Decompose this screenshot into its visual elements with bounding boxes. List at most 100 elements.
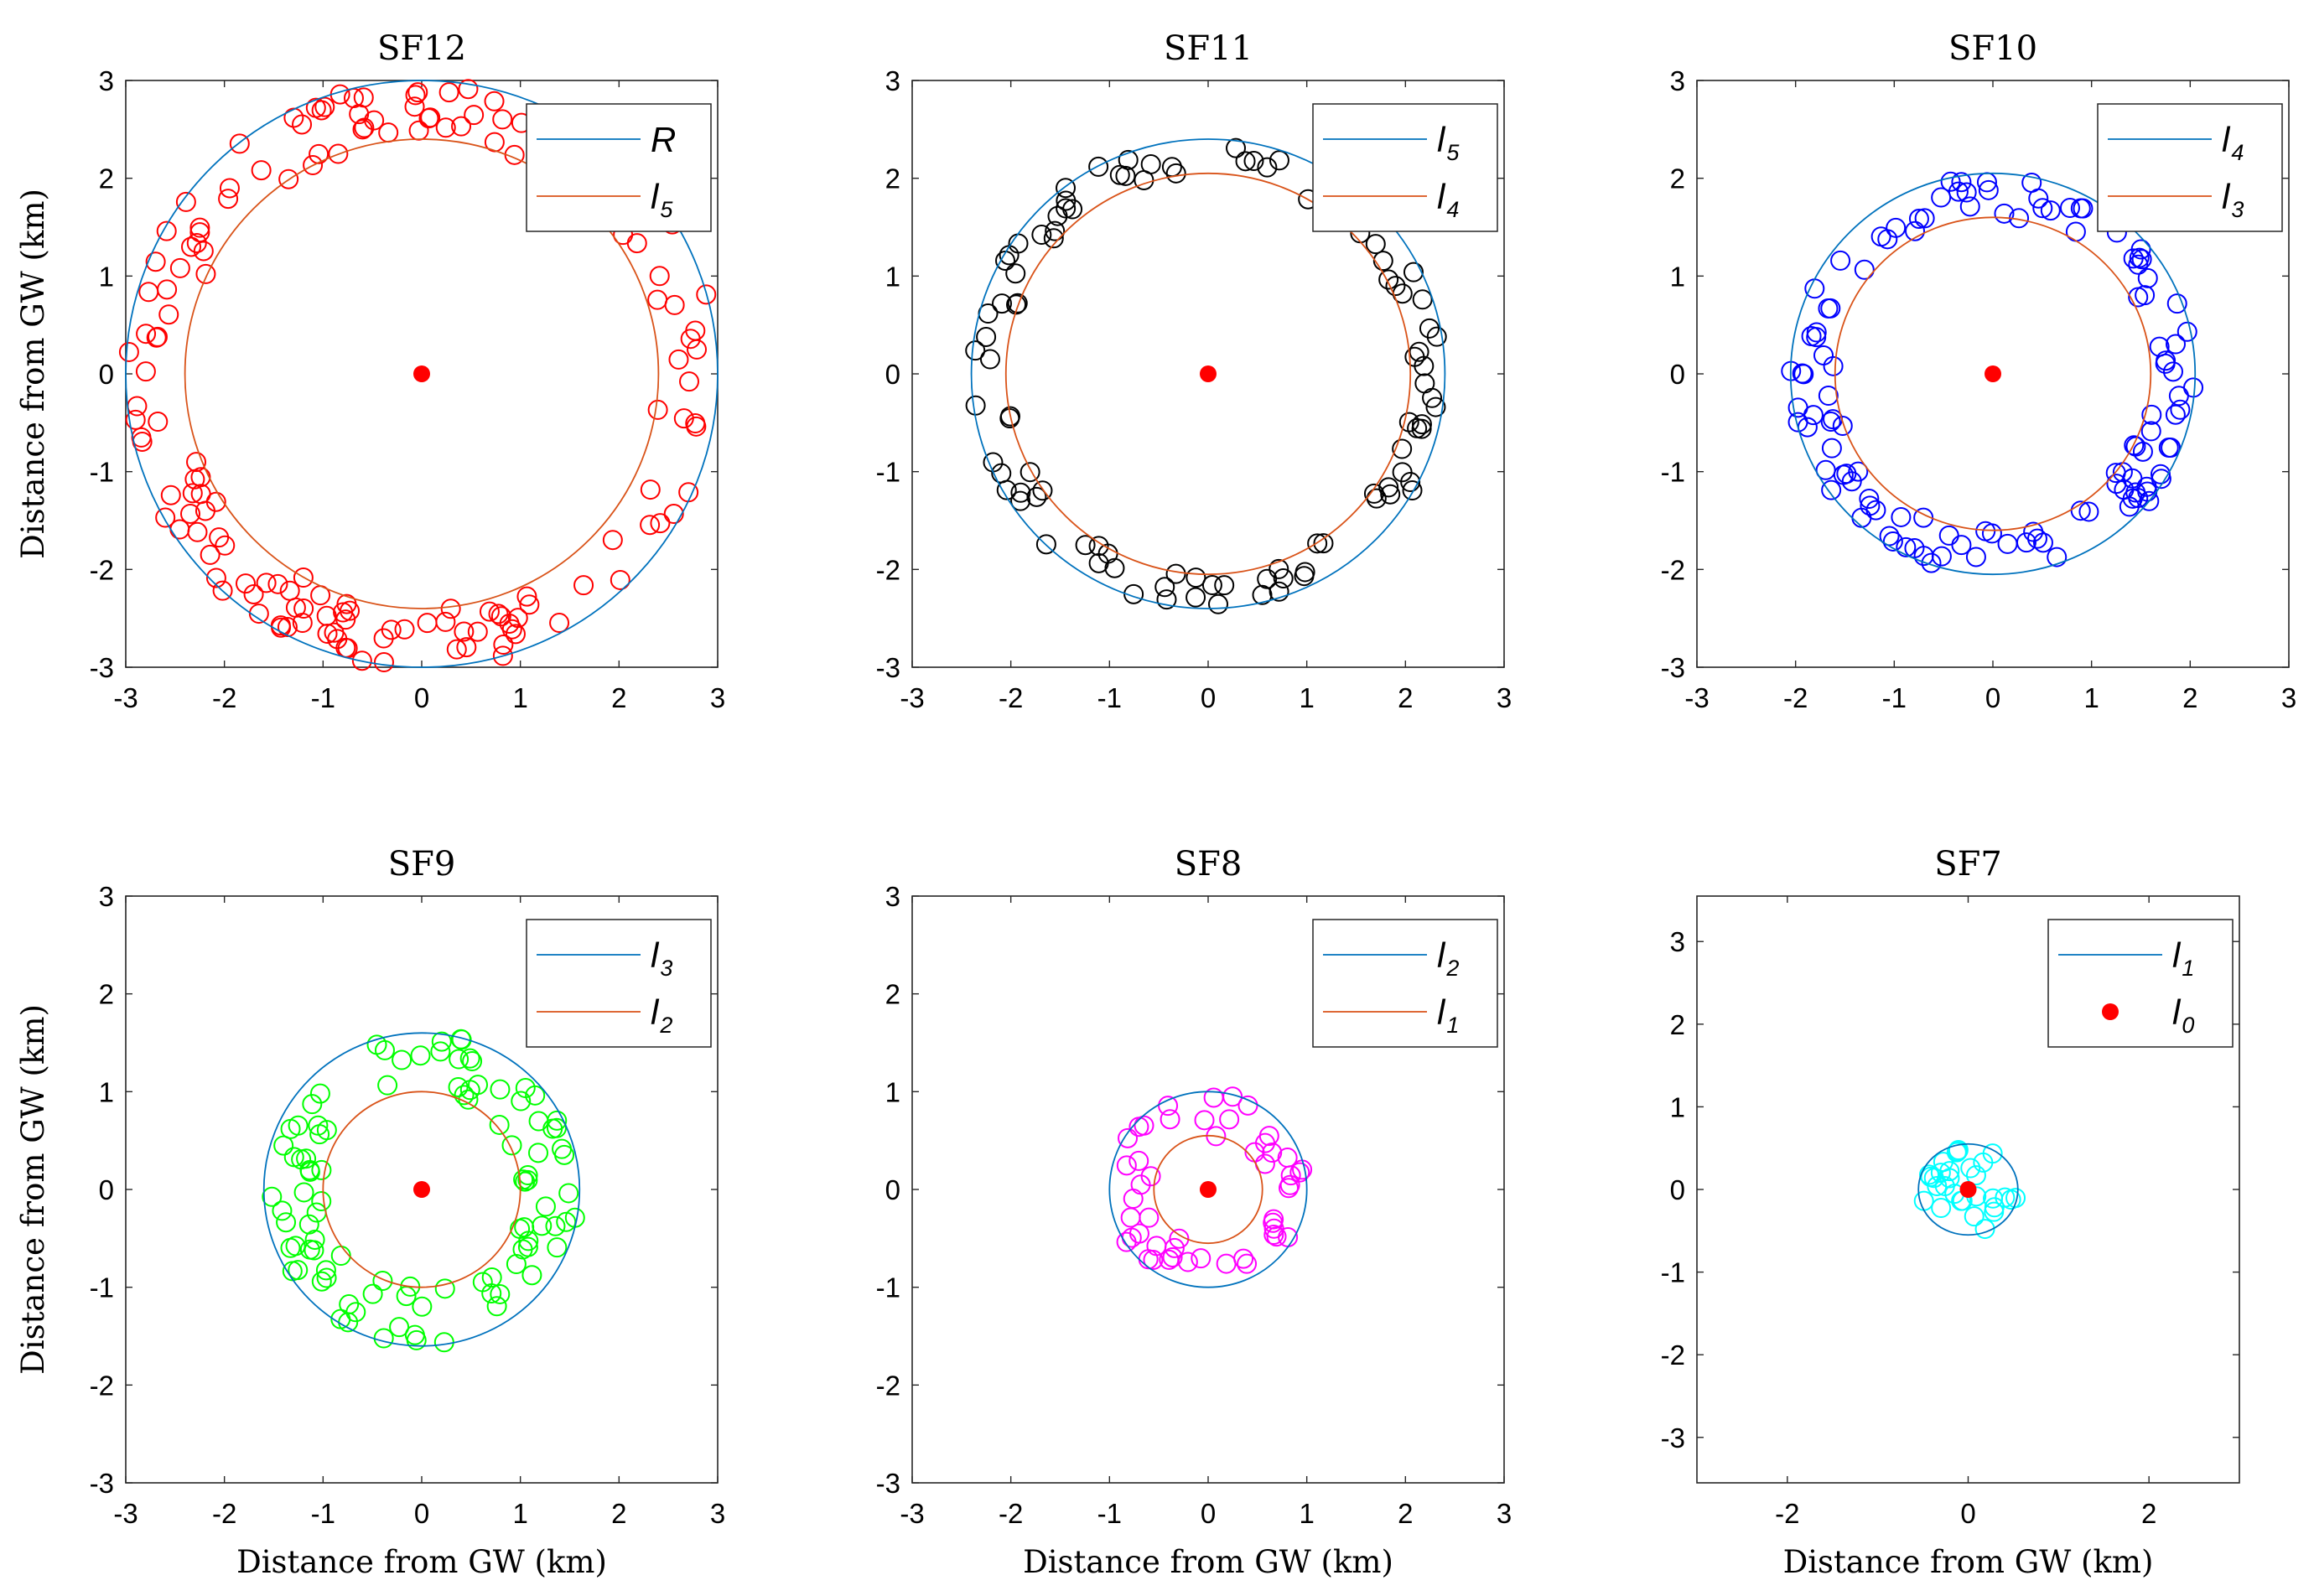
x-tick-label: -1 [311, 682, 335, 713]
outer-boundary-circle [1108, 1091, 1308, 1288]
y-tick-label: -2 [1661, 554, 1685, 585]
legend-subscript: 3 [660, 956, 672, 981]
y-tick-label: -2 [90, 554, 114, 585]
device-marker [1006, 294, 1027, 315]
device-marker [1214, 575, 1235, 596]
device-marker [1820, 412, 1841, 433]
device-marker [1062, 199, 1083, 220]
device-marker [1123, 1189, 1144, 1210]
device-marker [1931, 1198, 1952, 1219]
device-marker [2047, 547, 2068, 567]
device-marker [1804, 278, 1825, 299]
device-marker [180, 503, 201, 524]
device-marker [1859, 489, 1880, 510]
device-marker [1160, 1109, 1180, 1130]
device-marker [549, 613, 570, 634]
device-marker [160, 484, 181, 505]
y-tick-label: -1 [876, 1272, 900, 1303]
inner-boundary-circle [1153, 1134, 1263, 1245]
device-marker [1140, 1166, 1161, 1187]
x-tick-label: -2 [999, 682, 1023, 713]
legend-box [526, 919, 712, 1048]
legend-name: l [1437, 992, 1446, 1032]
device-marker [685, 413, 706, 434]
device-marker [229, 133, 250, 154]
device-marker [187, 521, 208, 542]
device-marker [1056, 198, 1077, 219]
device-marker [1830, 250, 1851, 271]
device-marker [169, 257, 190, 278]
device-marker [1203, 1087, 1224, 1108]
device-marker [1307, 533, 1328, 554]
device-marker [1010, 490, 1031, 511]
y-tick-label: -1 [90, 1272, 114, 1303]
device-marker [535, 1196, 556, 1217]
device-marker [1043, 228, 1064, 249]
device-marker [1263, 1224, 1284, 1245]
device-marker [248, 604, 269, 624]
x-tick-label: 2 [611, 1498, 626, 1529]
device-marker [1913, 1190, 1934, 1211]
device-marker [285, 1236, 306, 1257]
device-marker [668, 349, 689, 370]
legend-box [2097, 103, 2283, 232]
device-marker [316, 1267, 337, 1288]
device-marker [1951, 535, 1972, 556]
device-marker [205, 567, 226, 588]
device-marker [148, 412, 169, 433]
gateway-point [413, 365, 430, 382]
device-marker [1414, 373, 1435, 394]
device-marker [1020, 462, 1040, 483]
device-marker [679, 371, 700, 392]
panel-title: SF9 [388, 845, 456, 884]
device-marker [507, 608, 528, 629]
device-marker [2183, 377, 2204, 398]
device-marker [546, 1117, 567, 1138]
device-marker [1425, 396, 1446, 417]
x-tick-label: 2 [2182, 682, 2197, 713]
device-marker [1128, 1117, 1149, 1137]
device-marker [181, 236, 202, 257]
device-marker [1262, 1143, 1283, 1163]
device-marker [340, 600, 361, 621]
y-tick-label: 1 [1670, 1091, 1685, 1122]
device-marker [1104, 557, 1125, 578]
device-marker [362, 1283, 383, 1304]
device-marker [490, 1283, 511, 1304]
x-tick-label: -2 [999, 1498, 1023, 1529]
device-marker [328, 143, 349, 164]
gateway-point [1985, 365, 2001, 382]
device-marker [293, 567, 314, 588]
device-marker [212, 580, 233, 601]
device-marker [2166, 293, 2187, 314]
legend-name: l [1437, 177, 1446, 216]
device-marker [2128, 254, 2149, 275]
device-marker [182, 483, 203, 504]
device-marker [996, 479, 1017, 500]
device-marker [351, 650, 372, 671]
device-marker [1219, 1109, 1240, 1130]
device-marker [1273, 568, 1294, 589]
x-tick-label: -3 [900, 1498, 924, 1529]
x-tick-label: -1 [1097, 1498, 1122, 1529]
legend-label: l2 [1437, 935, 1459, 981]
device-marker [1823, 355, 1844, 376]
device-marker [454, 621, 475, 642]
device-marker [1372, 251, 1393, 272]
device-marker [1380, 484, 1401, 505]
device-marker [2000, 1189, 2021, 1210]
legend-label: l5 [1437, 120, 1460, 165]
device-marker [392, 1049, 412, 1070]
device-marker [1194, 1110, 1215, 1131]
device-marker [1366, 488, 1387, 509]
y-tick-label: -1 [1661, 457, 1685, 488]
device-marker [136, 324, 157, 345]
device-marker [311, 100, 332, 121]
device-marker [1865, 500, 1886, 521]
y-tick-label: -3 [90, 1468, 114, 1499]
legend-label: l3 [2222, 177, 2244, 222]
device-marker [1056, 178, 1077, 199]
device-marker [1927, 1176, 1948, 1197]
